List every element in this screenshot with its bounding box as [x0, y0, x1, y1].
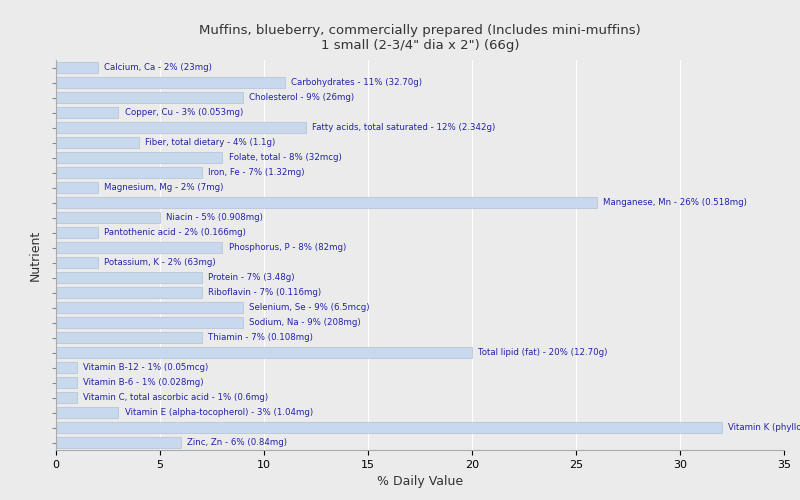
Text: Phosphorus, P - 8% (82mg): Phosphorus, P - 8% (82mg): [229, 243, 346, 252]
Bar: [56, 242, 222, 253]
Text: Vitamin B-6 - 1% (0.028mg): Vitamin B-6 - 1% (0.028mg): [83, 378, 203, 387]
Bar: [56, 227, 98, 238]
Text: Fatty acids, total saturated - 12% (2.342g): Fatty acids, total saturated - 12% (2.34…: [312, 123, 495, 132]
Text: Thiamin - 7% (0.108mg): Thiamin - 7% (0.108mg): [208, 333, 313, 342]
Title: Muffins, blueberry, commercially prepared (Includes mini-muffins)
1 small (2-3/4: Muffins, blueberry, commercially prepare…: [199, 24, 641, 52]
Bar: [56, 197, 597, 208]
Text: Zinc, Zn - 6% (0.84mg): Zinc, Zn - 6% (0.84mg): [187, 438, 287, 447]
Bar: [56, 212, 160, 223]
Text: Sodium, Na - 9% (208mg): Sodium, Na - 9% (208mg): [250, 318, 361, 327]
Bar: [56, 392, 77, 403]
Bar: [56, 107, 118, 118]
Bar: [56, 437, 181, 448]
Text: Pantothenic acid - 2% (0.166mg): Pantothenic acid - 2% (0.166mg): [104, 228, 246, 237]
Bar: [56, 287, 202, 298]
Text: Niacin - 5% (0.908mg): Niacin - 5% (0.908mg): [166, 213, 263, 222]
Bar: [56, 137, 139, 148]
Text: Iron, Fe - 7% (1.32mg): Iron, Fe - 7% (1.32mg): [208, 168, 304, 177]
Bar: [56, 122, 306, 133]
Text: Riboflavin - 7% (0.116mg): Riboflavin - 7% (0.116mg): [208, 288, 321, 297]
Bar: [56, 182, 98, 193]
Bar: [56, 92, 243, 103]
Bar: [56, 272, 202, 283]
Text: Carbohydrates - 11% (32.70g): Carbohydrates - 11% (32.70g): [291, 78, 422, 87]
Bar: [56, 302, 243, 313]
Text: Total lipid (fat) - 20% (12.70g): Total lipid (fat) - 20% (12.70g): [478, 348, 608, 357]
Bar: [56, 152, 222, 163]
Bar: [56, 77, 285, 88]
Bar: [56, 317, 243, 328]
Bar: [56, 332, 202, 343]
Bar: [56, 377, 77, 388]
Text: Vitamin B-12 - 1% (0.05mcg): Vitamin B-12 - 1% (0.05mcg): [83, 363, 208, 372]
Text: Selenium, Se - 9% (6.5mcg): Selenium, Se - 9% (6.5mcg): [250, 303, 370, 312]
Text: Vitamin K (phylloquinone) - 32% (25.9mcg): Vitamin K (phylloquinone) - 32% (25.9mcg…: [728, 423, 800, 432]
Bar: [56, 347, 472, 358]
Text: Calcium, Ca - 2% (23mg): Calcium, Ca - 2% (23mg): [104, 63, 212, 72]
Text: Vitamin E (alpha-tocopherol) - 3% (1.04mg): Vitamin E (alpha-tocopherol) - 3% (1.04m…: [125, 408, 313, 417]
Bar: [56, 422, 722, 433]
Text: Cholesterol - 9% (26mg): Cholesterol - 9% (26mg): [250, 93, 354, 102]
Text: Manganese, Mn - 26% (0.518mg): Manganese, Mn - 26% (0.518mg): [603, 198, 747, 207]
Bar: [56, 62, 98, 73]
Text: Protein - 7% (3.48g): Protein - 7% (3.48g): [208, 273, 294, 282]
Bar: [56, 407, 118, 418]
Text: Magnesium, Mg - 2% (7mg): Magnesium, Mg - 2% (7mg): [104, 183, 223, 192]
Y-axis label: Nutrient: Nutrient: [29, 230, 42, 280]
Text: Copper, Cu - 3% (0.053mg): Copper, Cu - 3% (0.053mg): [125, 108, 243, 117]
Bar: [56, 257, 98, 268]
X-axis label: % Daily Value: % Daily Value: [377, 476, 463, 488]
Text: Vitamin C, total ascorbic acid - 1% (0.6mg): Vitamin C, total ascorbic acid - 1% (0.6…: [83, 393, 268, 402]
Bar: [56, 167, 202, 178]
Text: Fiber, total dietary - 4% (1.1g): Fiber, total dietary - 4% (1.1g): [146, 138, 276, 147]
Text: Potassium, K - 2% (63mg): Potassium, K - 2% (63mg): [104, 258, 215, 267]
Text: Folate, total - 8% (32mcg): Folate, total - 8% (32mcg): [229, 153, 342, 162]
Bar: [56, 362, 77, 373]
